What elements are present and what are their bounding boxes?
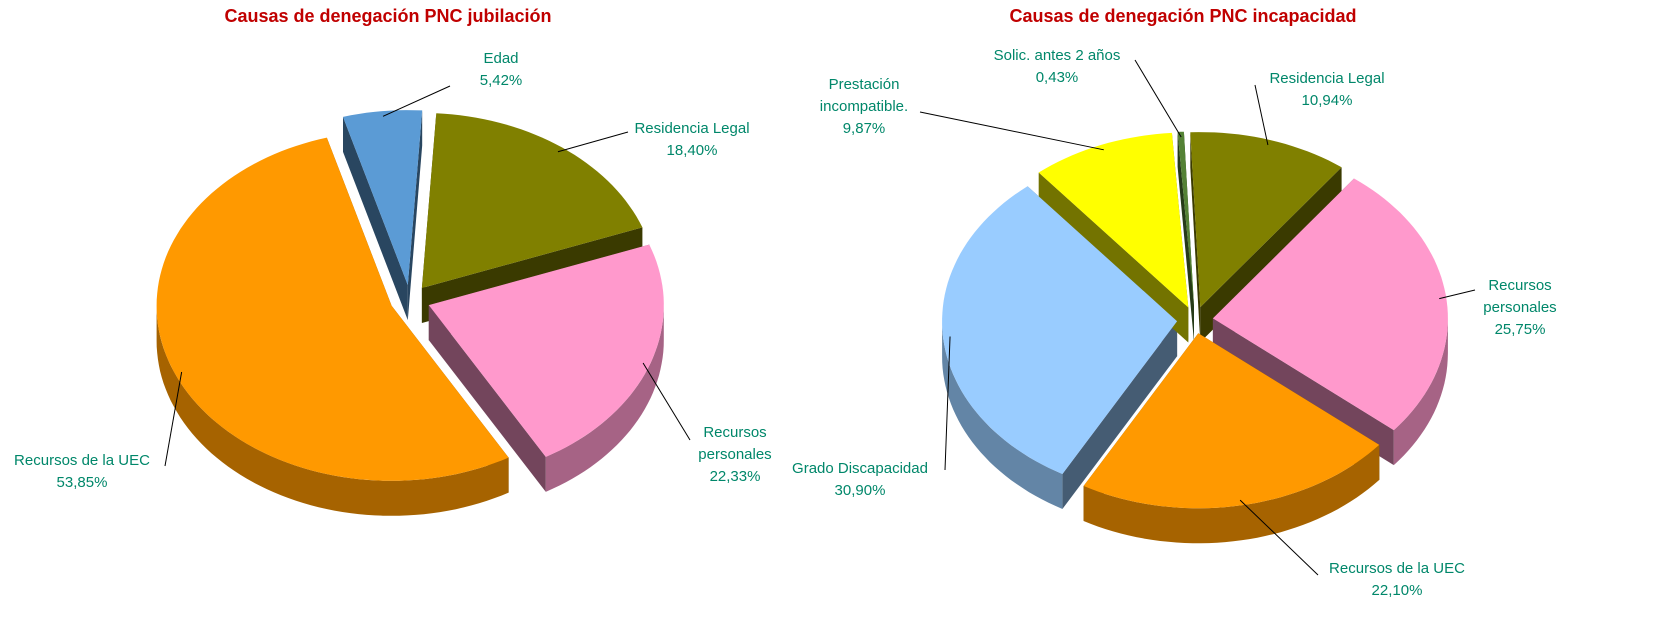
category-label: Solic. antes 2 años (993, 47, 1121, 64)
category-label: Recursos personales (698, 424, 772, 463)
value-label: 10,94% (1301, 92, 1353, 109)
slice-edge (343, 116, 408, 321)
value-label: 22,33% (709, 468, 761, 485)
slice-side (156, 305, 509, 516)
leader-line (164, 371, 183, 467)
data-label: Recursos personales 22,33% (690, 422, 780, 488)
slice (421, 113, 643, 288)
value-label: 5,42% (479, 72, 523, 89)
data-label: Recursos personales 25,75% (1475, 275, 1565, 341)
slice (1083, 333, 1380, 509)
value-label: 0,43% (1035, 69, 1079, 86)
data-label: Residencia Legal 18,40% (634, 118, 749, 162)
slice (343, 110, 423, 286)
value-label: 22,10% (1371, 582, 1423, 599)
leader-line (1134, 59, 1182, 138)
slice-edge (407, 110, 423, 321)
slice-edge (1190, 132, 1201, 343)
leader-line (919, 111, 1104, 151)
leader-line (642, 362, 691, 441)
leader-line (1254, 84, 1269, 146)
category-label: Residencia Legal (634, 120, 750, 137)
slice-side (942, 321, 1063, 509)
leader-line (557, 131, 629, 153)
slice (942, 186, 1178, 474)
slice (1177, 131, 1194, 307)
category-label: Edad (483, 50, 519, 67)
value-label: 25,75% (1494, 321, 1546, 338)
slice (1190, 132, 1342, 308)
leader-line (1239, 499, 1319, 576)
value-label: 9,87% (842, 120, 886, 137)
slice (156, 137, 509, 481)
leader-line (1439, 289, 1476, 300)
category-label: Recursos personales (1483, 277, 1557, 316)
category-label: Grado Discapacidad (792, 460, 928, 477)
slice (1038, 132, 1189, 308)
slice (1212, 178, 1448, 431)
data-label: Prestación incompatible. 9,87% (809, 74, 919, 140)
data-label: Recursos de la UEC 22,10% (1329, 558, 1465, 602)
chart-title: Causas de denegación PNC incapacidad (1009, 6, 1357, 26)
leader-line (944, 336, 951, 471)
slice-edge (1177, 131, 1194, 342)
slice-side (545, 305, 664, 492)
category-label: Recursos de la UEC (14, 452, 150, 469)
slice-side (1083, 444, 1380, 544)
data-label: Recursos de la UEC 53,85% (14, 450, 150, 494)
leader-line (382, 85, 451, 117)
data-label: Edad 5,42% (480, 48, 523, 92)
value-label: 18,40% (666, 142, 718, 159)
slice (428, 244, 664, 457)
data-label: Residencia Legal 10,94% (1269, 68, 1384, 112)
slice-edge (428, 305, 546, 492)
category-label: Recursos de la UEC (1329, 560, 1465, 577)
slice-side (1393, 318, 1448, 466)
value-label: 30,90% (834, 482, 886, 499)
category-label: Residencia Legal (1269, 70, 1385, 87)
data-label: Solic. antes 2 años 0,43% (994, 45, 1121, 89)
category-label: Prestación incompatible. (819, 76, 909, 115)
chart-title: Causas de denegación PNC jubilación (224, 6, 552, 26)
slice-edge (1062, 321, 1178, 509)
data-label: Grado Discapacidad 30,90% (792, 458, 928, 502)
value-label: 53,85% (56, 474, 108, 491)
